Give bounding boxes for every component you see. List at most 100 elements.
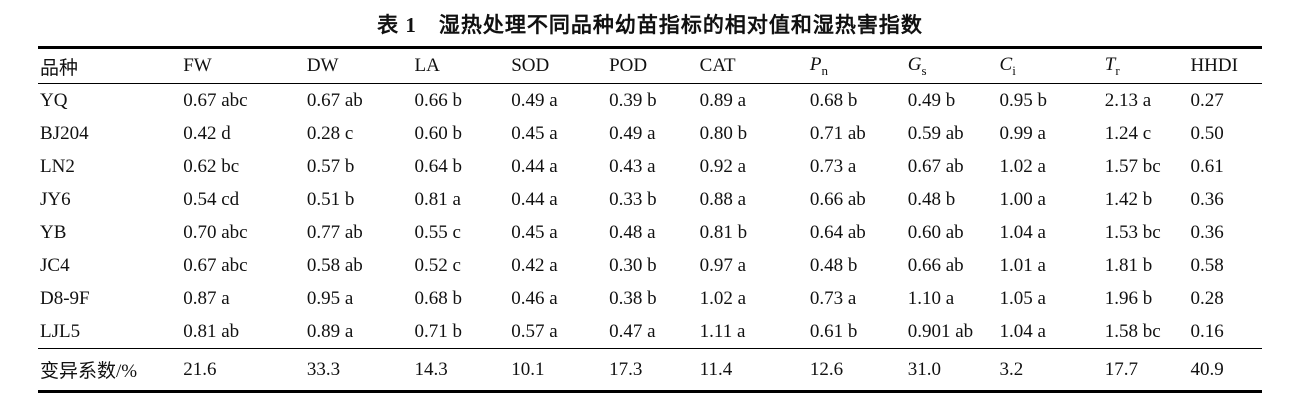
value-cell: 0.33 b bbox=[609, 188, 657, 210]
value-cell: 0.54 cd bbox=[183, 188, 240, 210]
value-cell: 0.58 bbox=[1190, 254, 1224, 276]
cv-value-cell: 21.6 bbox=[183, 358, 217, 380]
value-cell: 0.49 a bbox=[609, 122, 656, 144]
value-cell: 0.52 c bbox=[414, 254, 461, 276]
value-cell: 0.45 a bbox=[511, 221, 558, 243]
table-row: JC4 0.67 abc 0.58 ab 0.52 c 0.42 a 0.30 b 0.97… bbox=[38, 249, 1262, 282]
table-row: BJ204 0.42 d 0.28 c 0.60 b 0.45 a 0.49 a 0.80 … bbox=[38, 117, 1262, 150]
variety-cell: JY6 bbox=[40, 188, 71, 210]
value-cell: 0.42 d bbox=[183, 122, 231, 144]
value-cell: 0.95 b bbox=[999, 89, 1048, 111]
data-table: 品种 FW DW LA SOD POD CAT Pn Gs Ci Tr HHDI YQ 0.67 abc… bbox=[38, 46, 1262, 393]
column-header: Tr bbox=[1104, 53, 1120, 78]
value-cell: 0.64 b bbox=[414, 155, 463, 177]
table-title: 表 1 湿热处理不同品种幼苗指标的相对值和湿热害指数 bbox=[377, 13, 923, 37]
value-cell: 0.71 ab bbox=[809, 122, 866, 144]
value-cell: 0.97 a bbox=[699, 254, 747, 276]
value-cell: 0.55 c bbox=[414, 221, 461, 243]
value-cell: 0.67 ab bbox=[907, 155, 964, 177]
value-cell: 0.67 abc bbox=[183, 254, 248, 276]
value-cell: 0.48 a bbox=[609, 221, 656, 243]
value-cell: 0.92 a bbox=[699, 155, 747, 177]
value-cell: 0.16 bbox=[1190, 320, 1224, 342]
value-cell: 0.77 ab bbox=[306, 221, 363, 243]
value-cell: 0.68 b bbox=[414, 287, 463, 309]
value-cell: 1.42 b bbox=[1104, 188, 1153, 210]
value-cell: 0.28 c bbox=[306, 122, 354, 144]
column-header: 品种 bbox=[40, 57, 79, 79]
value-cell: 0.99 a bbox=[999, 122, 1046, 144]
cv-value-cell: 17.3 bbox=[609, 358, 643, 380]
value-cell: 0.47 a bbox=[609, 320, 656, 342]
value-cell: 1.02 a bbox=[699, 287, 747, 309]
value-cell: 0.48 b bbox=[809, 254, 858, 276]
value-cell: 0.51 b bbox=[306, 188, 355, 210]
column-header: Gs bbox=[907, 53, 927, 78]
value-cell: 0.58 ab bbox=[306, 254, 363, 276]
value-cell: 0.49 b bbox=[907, 89, 956, 111]
value-cell: 1.57 bc bbox=[1104, 155, 1161, 177]
table-row: LJL5 0.81 ab 0.89 a 0.71 b 0.57 a 0.47 a 1.11 … bbox=[38, 315, 1262, 349]
value-cell: 0.44 a bbox=[511, 155, 558, 177]
value-cell: 0.57 b bbox=[306, 155, 355, 177]
value-cell: 1.01 a bbox=[999, 254, 1046, 276]
cv-value-cell: 31.0 bbox=[907, 358, 941, 380]
value-cell: 0.95 a bbox=[306, 287, 354, 309]
table-body: YQ 0.67 abc 0.67 ab 0.66 b 0.49 a 0.39 b 0.89 … bbox=[38, 84, 1262, 349]
table-row: YB 0.70 abc 0.77 ab 0.55 c 0.45 a 0.48 a 0.81 … bbox=[38, 216, 1262, 249]
value-cell: 1.81 b bbox=[1104, 254, 1153, 276]
value-cell: 0.48 b bbox=[907, 188, 956, 210]
value-cell: 0.64 ab bbox=[809, 221, 866, 243]
value-cell: 0.71 b bbox=[414, 320, 463, 342]
value-cell: 0.66 ab bbox=[809, 188, 866, 210]
value-cell: 2.13 a bbox=[1104, 89, 1152, 111]
column-header: HHDI bbox=[1190, 55, 1238, 76]
cv-value-cell: 12.6 bbox=[809, 358, 844, 380]
value-cell: 0.43 a bbox=[609, 155, 656, 177]
value-cell: 0.44 a bbox=[511, 188, 558, 210]
value-cell: 0.27 bbox=[1190, 89, 1224, 111]
value-cell: 0.38 b bbox=[609, 287, 657, 309]
value-cell: 0.57 a bbox=[511, 320, 558, 342]
value-cell: 0.45 a bbox=[511, 122, 558, 144]
table-row: JY6 0.54 cd 0.51 b 0.81 a 0.44 a 0.33 b 0.88 a… bbox=[38, 183, 1262, 216]
header-row: 品种 FW DW LA SOD POD CAT Pn Gs Ci Tr HHDI bbox=[38, 48, 1262, 84]
value-cell: 0.59 ab bbox=[907, 122, 964, 144]
value-cell: 1.02 a bbox=[999, 155, 1046, 177]
variety-cell: LN2 bbox=[40, 155, 75, 177]
value-cell: 0.87 a bbox=[183, 287, 230, 309]
value-cell: 0.49 a bbox=[511, 89, 558, 111]
cv-value-cell: 40.9 bbox=[1190, 358, 1224, 380]
value-cell: 0.81 b bbox=[699, 221, 748, 243]
column-header: FW bbox=[183, 55, 212, 76]
variety-cell: BJ204 bbox=[40, 122, 89, 144]
value-cell: 1.96 b bbox=[1104, 287, 1153, 309]
value-cell: 1.58 bc bbox=[1104, 320, 1161, 342]
value-cell: 0.89 a bbox=[699, 89, 747, 111]
value-cell: 0.73 a bbox=[809, 155, 857, 177]
value-cell: 0.36 bbox=[1190, 188, 1224, 210]
value-cell: 1.53 bc bbox=[1104, 221, 1161, 243]
column-header: POD bbox=[609, 55, 648, 76]
column-header: Pn bbox=[809, 53, 828, 78]
value-cell: 0.67 ab bbox=[306, 89, 363, 111]
value-cell: 0.39 b bbox=[609, 89, 657, 111]
value-cell: 0.60 b bbox=[414, 122, 463, 144]
value-cell: 0.61 bbox=[1190, 155, 1224, 177]
column-header: SOD bbox=[511, 55, 550, 76]
table-footer: 变异系数/% 21.6 33.3 14.3 10.1 17.3 11.4 12.6 31.0 3.… bbox=[38, 348, 1262, 392]
value-cell: 0.50 bbox=[1190, 122, 1224, 144]
value-cell: 0.901 ab bbox=[907, 320, 974, 342]
value-cell: 1.10 a bbox=[907, 287, 955, 309]
variety-cell: YQ bbox=[40, 89, 68, 111]
value-cell: 0.42 a bbox=[511, 254, 558, 276]
table-row: YQ 0.67 abc 0.67 ab 0.66 b 0.49 a 0.39 b 0.89 … bbox=[38, 84, 1262, 118]
value-cell: 0.80 b bbox=[699, 122, 748, 144]
value-cell: 0.36 bbox=[1190, 221, 1224, 243]
value-cell: 0.30 b bbox=[609, 254, 657, 276]
cv-value-cell: 11.4 bbox=[699, 358, 733, 380]
value-cell: 0.89 a bbox=[306, 320, 354, 342]
column-header: LA bbox=[414, 55, 440, 76]
value-cell: 0.61 b bbox=[809, 320, 858, 342]
